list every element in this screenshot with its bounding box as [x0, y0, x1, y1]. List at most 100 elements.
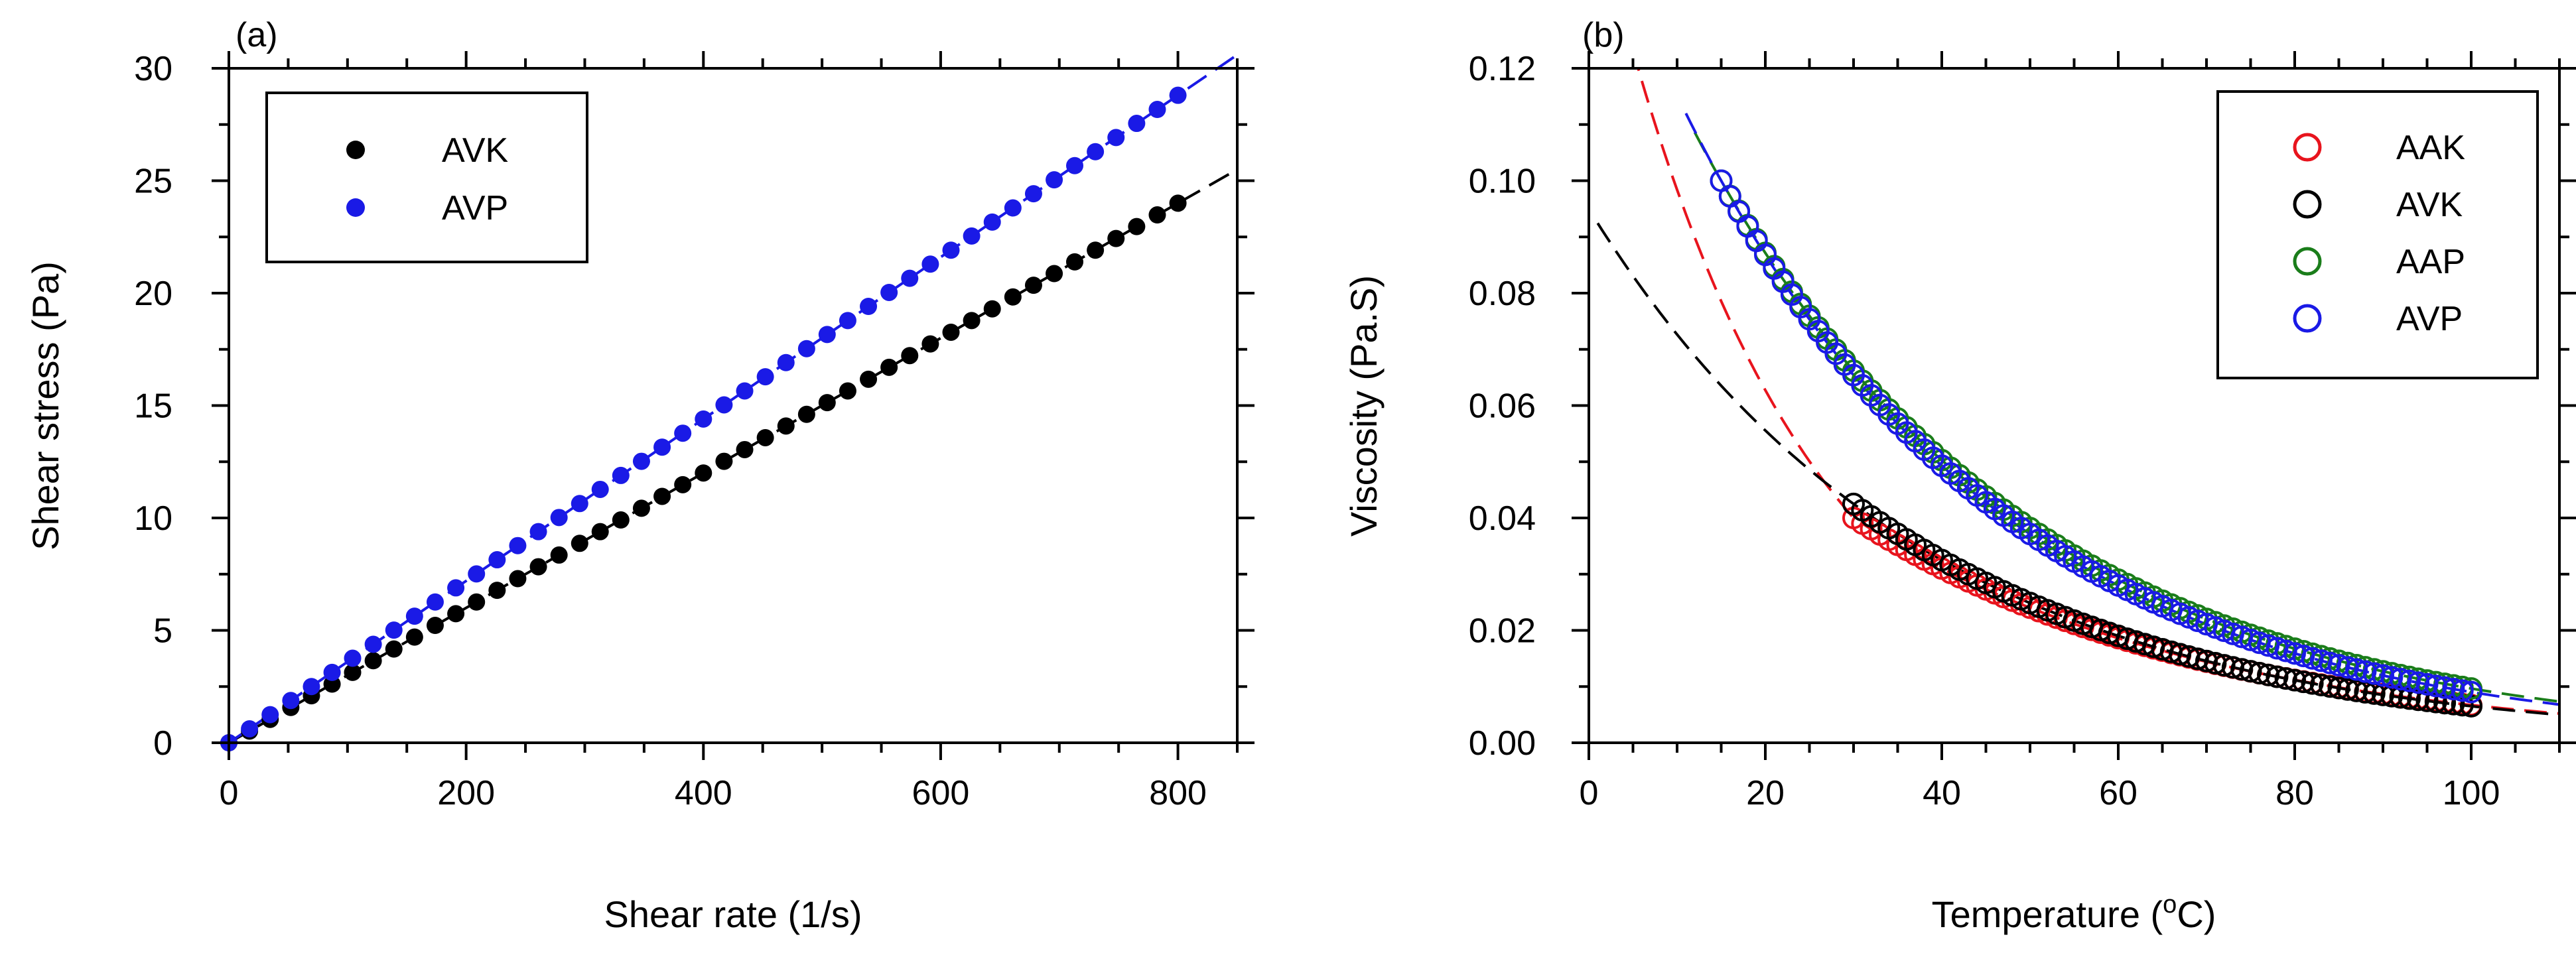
point-avk — [1087, 241, 1105, 259]
point-avp — [1004, 199, 1022, 217]
point-avk — [2301, 672, 2324, 695]
point-avp — [303, 678, 320, 696]
point-avk — [468, 593, 486, 611]
point-avp — [2460, 680, 2482, 704]
point-avp — [736, 382, 754, 400]
point-avp — [2389, 668, 2412, 691]
panel-b-x-ticks: 0 20 40 60 80 100 — [1580, 51, 2561, 812]
panel-b-y-axis-title: Viscosity (Pa.S) — [1343, 275, 1385, 537]
point-avp — [2380, 666, 2404, 689]
y-tick-label: 5 — [153, 612, 172, 651]
panel-a-tag: (a) — [236, 16, 278, 54]
point-avk — [2248, 662, 2271, 685]
point-avp — [797, 340, 815, 357]
point-avk — [2336, 678, 2359, 701]
point-avk — [405, 628, 423, 646]
x-tick-label: 80 — [2275, 774, 2314, 812]
point-avk — [591, 523, 609, 540]
point-avp — [860, 298, 878, 316]
point-avp — [2415, 672, 2439, 696]
point-avp — [1066, 157, 1084, 174]
panel-b-x-axis-title: Temperature (oC) — [1932, 891, 2216, 935]
point-avp — [468, 565, 486, 583]
x-tick-label: 0 — [1580, 774, 1599, 812]
point-avp — [1169, 86, 1187, 104]
point-avp — [405, 607, 423, 625]
point-avp — [2442, 678, 2465, 701]
point-avp — [921, 255, 939, 273]
panel-a-legend: AVK AVP — [265, 92, 588, 263]
panel-b-tag: (b) — [1582, 16, 1625, 54]
point-avk — [942, 323, 960, 341]
point-avk — [653, 487, 671, 505]
y-tick-label: 0 — [153, 724, 172, 763]
legend-avp-b-label: AVP — [2396, 300, 2463, 338]
point-avp — [282, 692, 300, 710]
point-avp — [880, 283, 898, 301]
y-tick-label: 10 — [134, 499, 172, 538]
point-avp — [2362, 662, 2386, 685]
point-avk — [2283, 668, 2306, 692]
panel-b-plot — [1596, 68, 2559, 718]
y-tick-label: 25 — [134, 162, 172, 201]
x-tick-label: 40 — [1923, 774, 1961, 812]
panel-a: (a) 0 200 400 600 800 0 5 10 15 20 25 30 Shear rat… — [25, 16, 1254, 935]
point-avk — [921, 335, 939, 353]
point-avp — [674, 424, 692, 442]
y-tick-label: 15 — [134, 387, 172, 426]
point-avk — [1004, 288, 1022, 306]
x-tick-label: 400 — [675, 774, 732, 812]
point-avp — [1128, 115, 1146, 133]
legend-aak-label: AAK — [2396, 129, 2465, 167]
y-tick-label: 0.12 — [1469, 50, 1536, 88]
point-avk — [695, 464, 712, 482]
legend-avk-b-label: AVK — [2396, 186, 2463, 224]
point-avp — [571, 495, 588, 513]
y-tick-label: 0.10 — [1469, 162, 1536, 201]
point-avk — [983, 300, 1001, 318]
point-avk — [2230, 658, 2254, 681]
point-avp — [1024, 185, 1042, 203]
point-avp — [612, 466, 630, 484]
x-tick-label: 200 — [437, 774, 495, 812]
point-avk — [364, 652, 382, 670]
point-avp — [241, 720, 259, 737]
point-avp — [653, 438, 671, 456]
point-avk — [901, 347, 919, 365]
point-avk — [1169, 194, 1187, 212]
y-tick-label: 0.02 — [1469, 612, 1536, 651]
point-avk — [674, 476, 692, 493]
panel-a-x-ticks: 0 200 400 600 800 — [220, 51, 1239, 812]
point-avk — [2257, 663, 2280, 686]
point-avk — [777, 417, 795, 435]
point-avk — [756, 428, 774, 446]
point-avk — [385, 640, 403, 658]
panel-b-x-axis-title-end: C) — [2177, 893, 2216, 935]
point-avp — [2372, 664, 2394, 687]
point-avk — [1128, 218, 1146, 235]
panel-b-y-ticks: 0.00 0.02 0.04 0.06 0.08 0.10 0.12 — [1469, 50, 2576, 763]
point-avk — [529, 558, 547, 576]
point-avk — [2292, 670, 2315, 694]
point-avp — [839, 312, 856, 330]
point-avp — [2398, 669, 2421, 692]
point-avp — [447, 579, 465, 597]
point-avp — [323, 663, 341, 681]
point-avp — [2433, 676, 2457, 699]
point-avp — [364, 635, 382, 653]
point-avp — [942, 241, 960, 259]
point-avp — [385, 621, 403, 639]
point-avk — [1024, 277, 1042, 294]
point-avp — [344, 649, 362, 667]
y-tick-label: 20 — [134, 275, 172, 313]
point-avk — [550, 546, 568, 564]
point-avk — [344, 663, 362, 681]
y-tick-label: 0.06 — [1469, 387, 1536, 426]
x-tick-label: 60 — [2099, 774, 2137, 812]
legend-avk-marker — [346, 141, 365, 159]
point-avp — [777, 353, 795, 371]
point-avk — [818, 394, 836, 412]
point-avp — [695, 410, 712, 428]
point-avp — [1107, 129, 1125, 147]
